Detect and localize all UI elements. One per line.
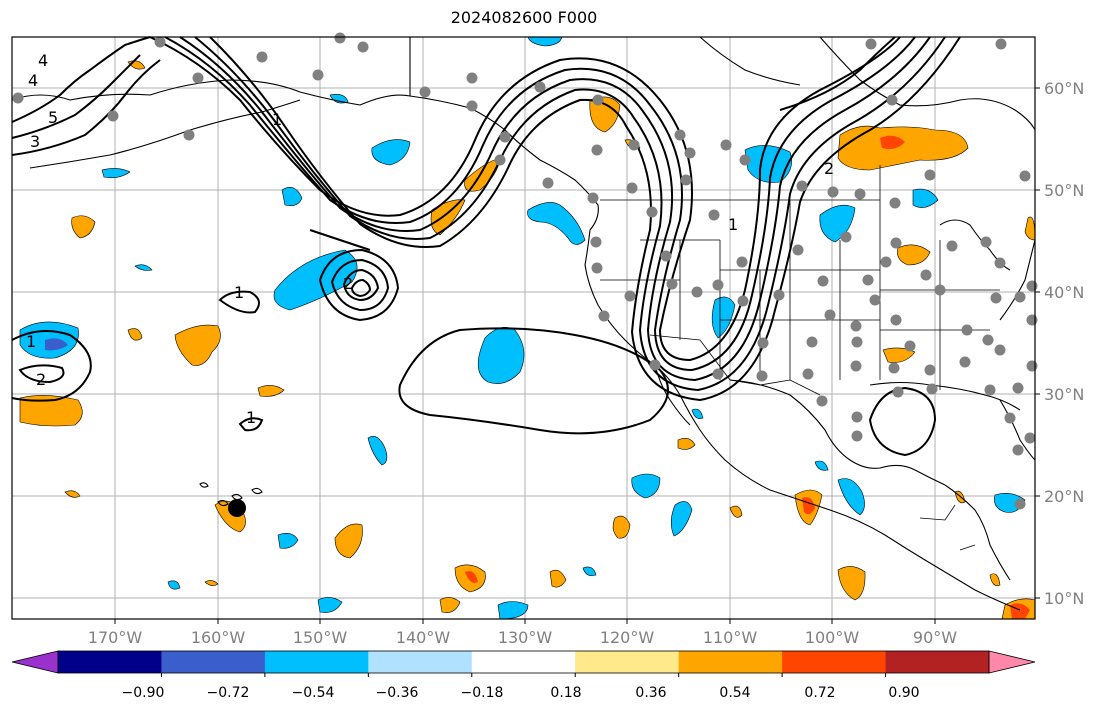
contour-label: 1 <box>728 215 738 234</box>
lon-label: 150°W <box>293 628 348 647</box>
lon-label: 160°W <box>191 628 246 647</box>
political-borders <box>600 165 1000 551</box>
lon-label: 140°W <box>396 628 451 647</box>
location-marker <box>228 499 246 517</box>
lon-label: 130°W <box>498 628 553 647</box>
contour-label: 4 <box>38 51 48 70</box>
map-border <box>11 36 1036 620</box>
colorbar-segment <box>58 651 162 673</box>
colorbar-tick: −0.72 <box>207 685 250 701</box>
coastlines <box>11 36 1036 611</box>
colorbar-segment <box>471 651 576 673</box>
colorbar-tick: 0.36 <box>635 685 666 701</box>
strong-negative-areas <box>45 338 68 351</box>
contour-label: 1 <box>26 332 36 351</box>
colorbar-tick: −0.36 <box>376 685 419 701</box>
longitude-labels: 170°W 160°W 150°W 140°W 130°W 120°W 110°… <box>88 628 957 647</box>
contour-label: 2 <box>36 370 46 389</box>
contour-label: 1 <box>246 408 256 427</box>
colorbar-segment <box>161 651 266 673</box>
colorbar-extend-max <box>988 650 1036 674</box>
strong-positive-areas <box>465 135 1030 619</box>
colorbar-segment <box>885 651 990 673</box>
contour-label: 1 <box>234 283 244 302</box>
colorbar-tick: 0.72 <box>804 685 835 701</box>
colorbar-tick: −0.90 <box>122 685 165 701</box>
lon-label: 120°W <box>600 628 655 647</box>
colorbar-segment <box>678 651 783 673</box>
lat-label: 40°N <box>1044 283 1084 302</box>
colorbar-tick: −0.18 <box>461 685 504 701</box>
map-title: 2024082600 F000 <box>450 8 598 27</box>
colorbar-border <box>57 650 990 674</box>
colorbar-tick-labels: −0.90 −0.72 −0.54 −0.36 −0.18 0.18 0.36 … <box>122 685 920 701</box>
lat-label: 50°N <box>1044 181 1084 200</box>
colorbar-segment <box>575 651 680 673</box>
contour-label: 4 <box>28 71 38 90</box>
lon-label: 170°W <box>88 628 143 647</box>
colorbar-tick: 0.18 <box>550 685 581 701</box>
colorbar-tick: 0.54 <box>719 685 750 701</box>
map-panel: 4 4 5 3 1 1 2 1 1 2 2 1 <box>11 32 1038 620</box>
contour-label: 1 <box>272 110 282 129</box>
colorbar <box>11 650 1036 677</box>
positive-anomaly-areas <box>19 60 1036 620</box>
contour-label: 3 <box>30 132 40 151</box>
station-dots <box>12 32 1038 510</box>
lon-label: 100°W <box>805 628 860 647</box>
colorbar-segment <box>782 651 887 673</box>
lat-label: 60°N <box>1044 79 1084 98</box>
colorbar-extend-min <box>11 650 59 674</box>
lon-label: 90°W <box>913 628 957 647</box>
colorbar-segment <box>264 651 369 673</box>
colorbar-tick: 0.90 <box>888 685 919 701</box>
lat-label: 20°N <box>1044 487 1084 506</box>
contour-lines <box>11 36 961 457</box>
contour-label: 2 <box>824 159 834 178</box>
lat-label: 30°N <box>1044 385 1084 404</box>
colorbar-segment <box>368 651 473 673</box>
contour-label: 2 <box>343 274 353 293</box>
colorbar-tick: −0.54 <box>292 685 335 701</box>
lon-label: 110°W <box>703 628 758 647</box>
contour-label-group: 4 4 5 3 1 1 2 1 1 2 2 1 <box>26 51 834 427</box>
axis-ticks <box>114 87 1040 624</box>
contour-label: 5 <box>48 108 58 127</box>
latitude-labels: 60°N 50°N 40°N 30°N 20°N 10°N <box>1044 79 1084 608</box>
lat-label: 10°N <box>1044 589 1084 608</box>
